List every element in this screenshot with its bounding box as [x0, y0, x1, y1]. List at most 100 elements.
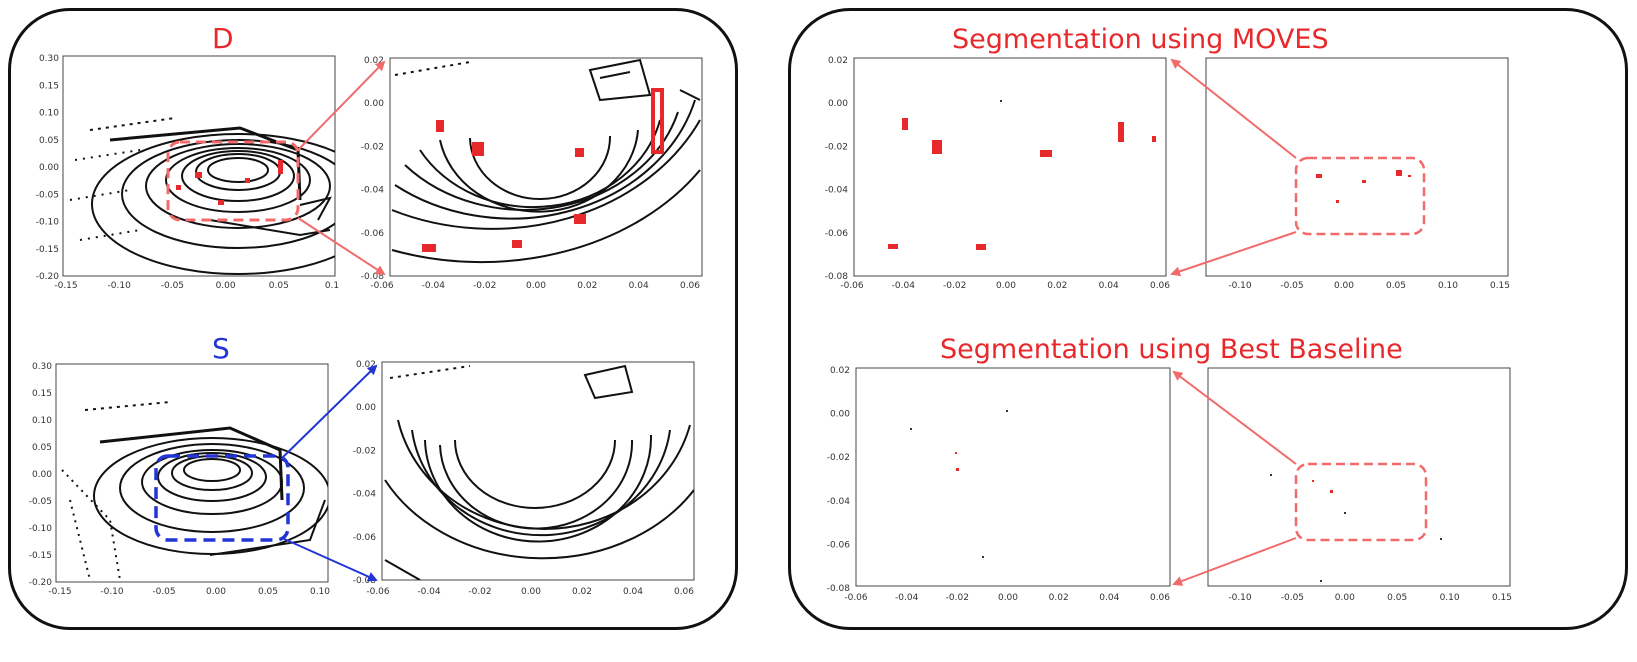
overview-s-xtick: 0.10 [310, 587, 330, 597]
zoom-d-ytick: -0.08 [361, 272, 385, 282]
moves-full-xtick: -0.05 [1280, 281, 1303, 291]
zoom-s-xtick: 0.00 [521, 587, 541, 597]
moves-full-xtick: 0.10 [1438, 281, 1458, 291]
title-moves: Segmentation using MOVES [952, 24, 1329, 55]
moves-zoom-xtick: -0.04 [892, 281, 916, 291]
baseline-full-xtick: -0.10 [1228, 593, 1252, 603]
overview-d-ytick: -0.15 [36, 245, 59, 255]
overview-d-ytick: -0.20 [36, 272, 60, 282]
overview-s-xtick: 0.05 [258, 587, 278, 597]
overview-s-ytick: -0.20 [29, 578, 53, 588]
overview-d-xtick: 0.05 [269, 281, 289, 291]
overview-s-xtick: 0.00 [206, 587, 226, 597]
overview-plot-s: 0.30 0.15 0.10 0.05 0.00 -0.05 -0.10 -0.15 -0.20… [29, 362, 331, 597]
zoom-d-ytick: 0.00 [364, 99, 384, 109]
moves-zoom-plot: 0.020.00-0.02-0.04-0.06-0.08 -0.06 -0.04-… [825, 56, 1171, 291]
zoom-d-xtick: 0.04 [629, 281, 649, 291]
moves-full-xtick: 0.15 [1490, 281, 1510, 291]
baseline-full-xtick: 0.15 [1492, 593, 1512, 603]
zoom-arrow-d-top [297, 60, 386, 151]
moves-arrow-top [1170, 58, 1297, 159]
moves-zoom-ytick: 0.00 [828, 99, 848, 109]
zoom-s-xtick: 0.04 [623, 587, 643, 597]
zoom-plot-s: 0.020.00-0.02-0.04-0.06-0.08 -0.06 -0.04-… [353, 360, 695, 597]
baseline-full-xtick: 0.00 [1335, 593, 1355, 603]
moves-zoom-xtick: -0.02 [943, 281, 966, 291]
baseline-zoom-ytick: -0.02 [827, 453, 850, 463]
baseline-zoom-plot-frame [855, 367, 1171, 587]
moves-zoom-xtick: 0.00 [996, 281, 1016, 291]
overview-d-xtick: 0.1 [325, 281, 339, 291]
moves-zoom-region-box [1294, 156, 1426, 236]
zoom-s-ytick: 0.02 [356, 360, 376, 370]
zoom-s-ytick: 0.00 [356, 403, 376, 413]
zoom-s-xtick: -0.02 [468, 587, 491, 597]
baseline-zoom-xtick: 0.02 [1049, 593, 1069, 603]
baseline-full-plot: -0.10 -0.05 0.00 0.05 0.10 0.15 [1207, 367, 1512, 603]
zoom-d-xtick: -0.06 [370, 281, 394, 291]
title-baseline: Segmentation using Best Baseline [940, 334, 1403, 365]
overview-s-ytick: -0.15 [29, 551, 52, 561]
moves-zoom-ytick: -0.08 [825, 272, 849, 282]
baseline-zoom-xtick: -0.04 [895, 593, 919, 603]
zoom-d-xtick: -0.04 [422, 281, 446, 291]
moves-zoom-ytick: 0.02 [828, 56, 848, 66]
overview-s-ytick: 0.05 [32, 443, 52, 453]
zoom-s-xtick: -0.04 [417, 587, 441, 597]
zoom-s-ytick: -0.06 [353, 533, 377, 543]
label-s: S [212, 332, 230, 365]
overview-s-xtick: -0.05 [152, 587, 175, 597]
zoom-s-xtick: 0.06 [674, 587, 694, 597]
zoom-plot-s-frame [381, 361, 695, 581]
overview-s-ytick: 0.15 [32, 389, 52, 399]
overview-s-xtick: -0.10 [100, 587, 124, 597]
moves-zoom-xtick: 0.02 [1047, 281, 1067, 291]
baseline-zoom-ytick: 0.02 [830, 366, 850, 376]
baseline-zoom-xtick: -0.06 [844, 593, 868, 603]
moves-full-xtick: 0.00 [1334, 281, 1354, 291]
label-d: D [212, 22, 234, 55]
overview-d-ytick: -0.10 [36, 218, 60, 228]
zoom-s-xtick: 0.02 [572, 587, 592, 597]
moves-zoom-xtick: 0.06 [1150, 281, 1170, 291]
zoom-s-ytick: -0.04 [353, 490, 377, 500]
baseline-arrow-bottom [1172, 537, 1297, 586]
overview-s-ytick: 0.10 [32, 416, 52, 426]
zoom-d-xtick: 0.00 [526, 281, 546, 291]
zoom-arrow-s-top [281, 364, 378, 459]
baseline-arrow-top [1172, 370, 1297, 465]
overview-d-ytick: 0.15 [39, 81, 59, 91]
overview-d-xtick: 0.00 [216, 281, 236, 291]
moves-zoom-xtick: 0.04 [1099, 281, 1119, 291]
overview-d-ytick: 0.10 [39, 109, 59, 119]
moves-full-plot-frame [1205, 57, 1509, 277]
overview-s-ytick: -0.10 [29, 524, 53, 534]
moves-zoom-plot-frame [853, 57, 1167, 277]
baseline-zoom-xtick: 0.06 [1150, 593, 1170, 603]
moves-arrow-bottom [1170, 231, 1297, 277]
moves-zoom-ytick: -0.06 [825, 229, 849, 239]
zoom-d-ytick: 0.02 [364, 56, 384, 66]
moves-full-plot: -0.10 -0.05 0.00 0.05 0.10 0.15 [1205, 57, 1510, 291]
zoom-region-box-s [154, 454, 290, 542]
baseline-zoom-xtick: -0.02 [946, 593, 969, 603]
overview-d-ytick: -0.05 [36, 190, 59, 200]
moves-zoom-ytick: -0.04 [825, 186, 849, 196]
moves-full-xtick: -0.10 [1228, 281, 1252, 291]
overview-s-ytick: -0.05 [29, 497, 52, 507]
baseline-zoom-ytick: 0.00 [830, 410, 850, 420]
overview-d-ytick: 0.05 [39, 136, 59, 146]
zoom-plot-d: 0.020.00-0.02-0.04-0.06-0.08 -0.06 -0.04-… [361, 56, 703, 291]
baseline-full-xtick: 0.10 [1440, 593, 1460, 603]
overview-plot-d: 0.300.150.100.050.00-0.05-0.10-0.15-0.20… [36, 54, 339, 291]
zoom-d-ytick: -0.04 [361, 186, 385, 196]
zoom-arrow-d-bottom [297, 217, 386, 276]
zoom-d-ytick: -0.06 [361, 229, 385, 239]
zoom-s-ytick: -0.08 [353, 576, 377, 586]
zoom-s-ytick: -0.02 [353, 446, 376, 456]
zoom-arrow-s-bottom [281, 537, 378, 582]
baseline-zoom-ytick: -0.08 [827, 584, 851, 594]
overview-s-ytick: 0.30 [32, 362, 52, 372]
baseline-zoom-xtick: 0.04 [1099, 593, 1119, 603]
